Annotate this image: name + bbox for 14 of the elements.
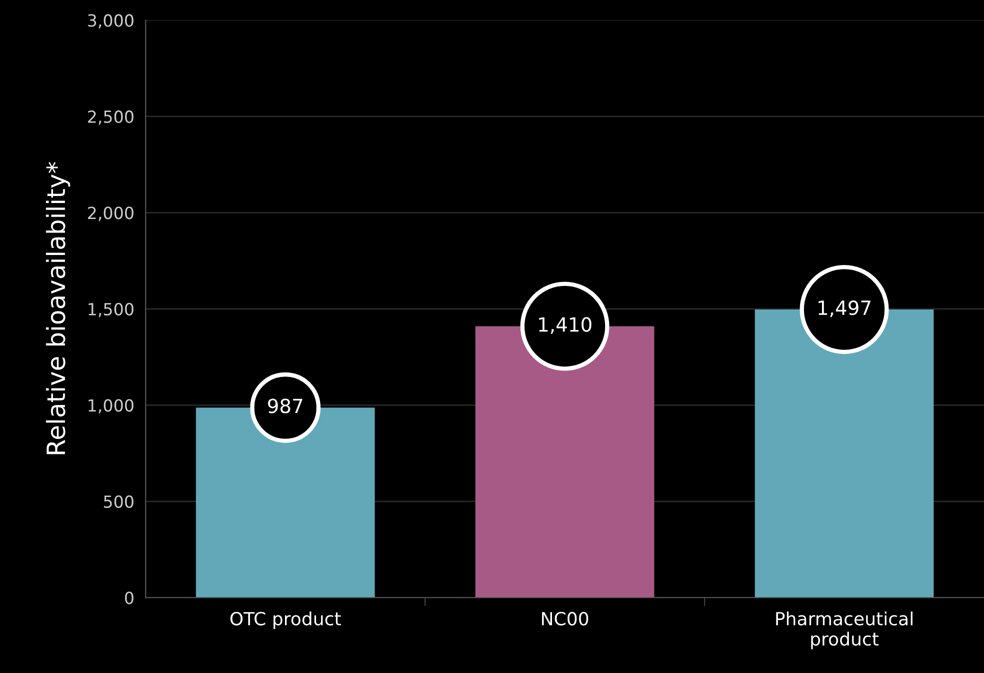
y-tick-label: 3,000: [88, 14, 134, 28]
x-tick-label: OTC product: [230, 612, 341, 629]
x-tick-label: Pharmaceutical product: [776, 612, 912, 650]
data-label: 1,410: [539, 317, 592, 334]
y-tick-label: 2,500: [88, 110, 134, 125]
y-tick-label: 1,500: [88, 302, 134, 318]
x-tick-label: NC00: [542, 612, 588, 626]
y-tick-label: 1,000: [88, 399, 134, 414]
data-label: 1,497: [818, 300, 870, 318]
data-label: 987: [268, 398, 302, 414]
y-tick-label: 2,000: [88, 206, 134, 221]
y-tick-label: 0: [125, 592, 134, 604]
y-tick-label: 500: [104, 495, 134, 508]
y-axis-title: Relative bioavailability*: [46, 162, 70, 454]
